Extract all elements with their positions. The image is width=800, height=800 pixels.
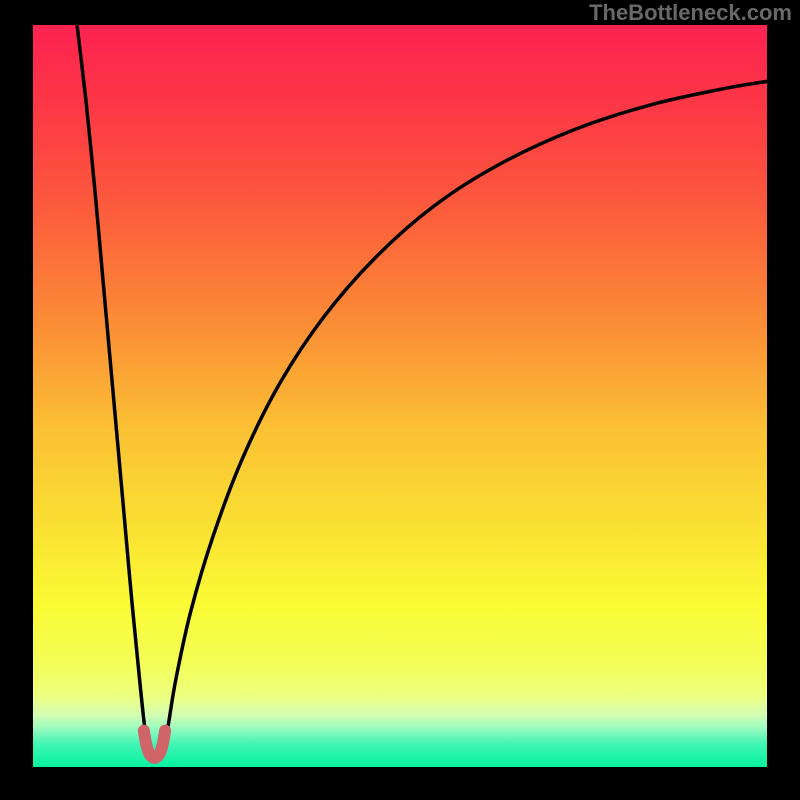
plot-area <box>33 25 767 767</box>
plot-svg <box>0 0 800 800</box>
chart-container: TheBottleneck.com <box>0 0 800 800</box>
watermark-text: TheBottleneck.com <box>589 0 792 26</box>
